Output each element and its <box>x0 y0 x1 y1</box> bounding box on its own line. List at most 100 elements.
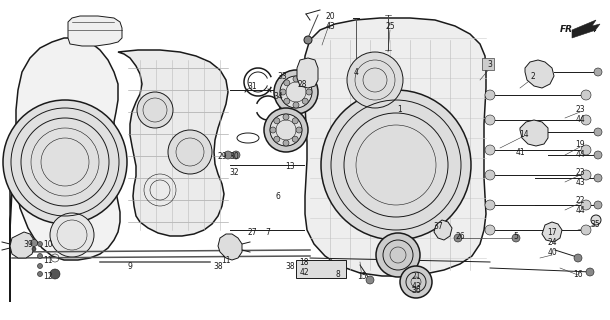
Circle shape <box>37 242 43 246</box>
Polygon shape <box>434 220 452 240</box>
Circle shape <box>485 90 495 100</box>
Text: 16: 16 <box>573 270 583 279</box>
Circle shape <box>586 268 594 276</box>
Bar <box>296 260 346 278</box>
Polygon shape <box>68 16 122 46</box>
Circle shape <box>512 234 520 242</box>
Circle shape <box>168 130 212 174</box>
Circle shape <box>581 225 591 235</box>
Circle shape <box>283 140 289 146</box>
Text: 4: 4 <box>354 68 359 77</box>
Circle shape <box>292 118 298 124</box>
Text: 27: 27 <box>247 228 257 237</box>
Text: 8: 8 <box>336 270 340 279</box>
Circle shape <box>284 98 290 104</box>
Text: 20
43: 20 43 <box>325 12 335 31</box>
Circle shape <box>366 276 374 284</box>
Circle shape <box>581 200 591 210</box>
Text: 17
24: 17 24 <box>547 228 557 247</box>
Circle shape <box>224 151 232 159</box>
Text: 26: 26 <box>455 232 465 241</box>
Circle shape <box>280 76 312 108</box>
Circle shape <box>37 253 43 259</box>
Text: 40: 40 <box>547 248 557 257</box>
Circle shape <box>400 266 432 298</box>
Circle shape <box>274 118 280 124</box>
Circle shape <box>302 80 308 86</box>
Text: 32: 32 <box>229 168 239 177</box>
Text: 38: 38 <box>285 262 295 271</box>
Circle shape <box>485 115 495 125</box>
Text: 19
44: 19 44 <box>575 140 585 159</box>
Circle shape <box>302 98 308 104</box>
Circle shape <box>232 151 240 159</box>
Text: 13: 13 <box>285 162 295 171</box>
Circle shape <box>293 76 299 82</box>
Circle shape <box>485 145 495 155</box>
Circle shape <box>293 102 299 108</box>
Text: 29: 29 <box>217 152 227 161</box>
Text: 21
43: 21 43 <box>411 272 421 292</box>
Circle shape <box>284 80 290 86</box>
Polygon shape <box>297 58 318 88</box>
Text: 11: 11 <box>221 256 231 265</box>
Circle shape <box>581 145 591 155</box>
Circle shape <box>594 128 602 136</box>
Circle shape <box>274 136 280 142</box>
Circle shape <box>280 89 286 95</box>
Circle shape <box>304 36 312 44</box>
Polygon shape <box>304 18 486 276</box>
Text: 11: 11 <box>43 256 52 265</box>
Circle shape <box>283 114 289 120</box>
Circle shape <box>50 269 60 279</box>
Circle shape <box>485 225 495 235</box>
Text: 37: 37 <box>433 222 443 231</box>
Text: FR.: FR. <box>560 26 576 35</box>
Circle shape <box>347 52 403 108</box>
Polygon shape <box>525 60 554 88</box>
Circle shape <box>306 89 312 95</box>
Text: 28: 28 <box>297 80 307 89</box>
Text: 18
42: 18 42 <box>299 258 309 277</box>
Circle shape <box>37 263 43 268</box>
Circle shape <box>321 90 471 240</box>
Text: 38: 38 <box>213 262 223 271</box>
Text: 3: 3 <box>487 60 492 69</box>
Circle shape <box>594 68 602 76</box>
Circle shape <box>274 70 318 114</box>
Circle shape <box>591 215 601 225</box>
Text: 2: 2 <box>531 72 536 81</box>
Text: 22
44: 22 44 <box>575 196 585 215</box>
Circle shape <box>454 234 462 242</box>
Text: 6: 6 <box>276 192 281 201</box>
Circle shape <box>485 170 495 180</box>
Text: 12: 12 <box>43 272 52 281</box>
Circle shape <box>574 254 582 262</box>
Text: 23
44: 23 44 <box>575 105 585 124</box>
Circle shape <box>37 271 43 276</box>
Circle shape <box>594 151 602 159</box>
Text: 15: 15 <box>357 272 367 281</box>
Circle shape <box>30 239 37 246</box>
Text: 31: 31 <box>247 82 257 91</box>
Circle shape <box>264 108 308 152</box>
Text: 41: 41 <box>515 148 525 157</box>
Polygon shape <box>118 50 228 236</box>
Circle shape <box>32 247 36 251</box>
Circle shape <box>485 200 495 210</box>
Circle shape <box>594 201 602 209</box>
Circle shape <box>270 114 302 146</box>
Circle shape <box>50 213 94 257</box>
Circle shape <box>581 90 591 100</box>
Polygon shape <box>542 222 562 242</box>
Circle shape <box>376 233 420 277</box>
Text: 10: 10 <box>43 240 53 249</box>
Circle shape <box>292 136 298 142</box>
Text: 9: 9 <box>127 262 132 271</box>
Polygon shape <box>218 234 242 260</box>
Text: 36: 36 <box>411 286 421 295</box>
Text: 23
43: 23 43 <box>575 168 585 188</box>
Text: 25: 25 <box>385 22 395 31</box>
Circle shape <box>296 127 302 133</box>
Polygon shape <box>10 38 120 302</box>
